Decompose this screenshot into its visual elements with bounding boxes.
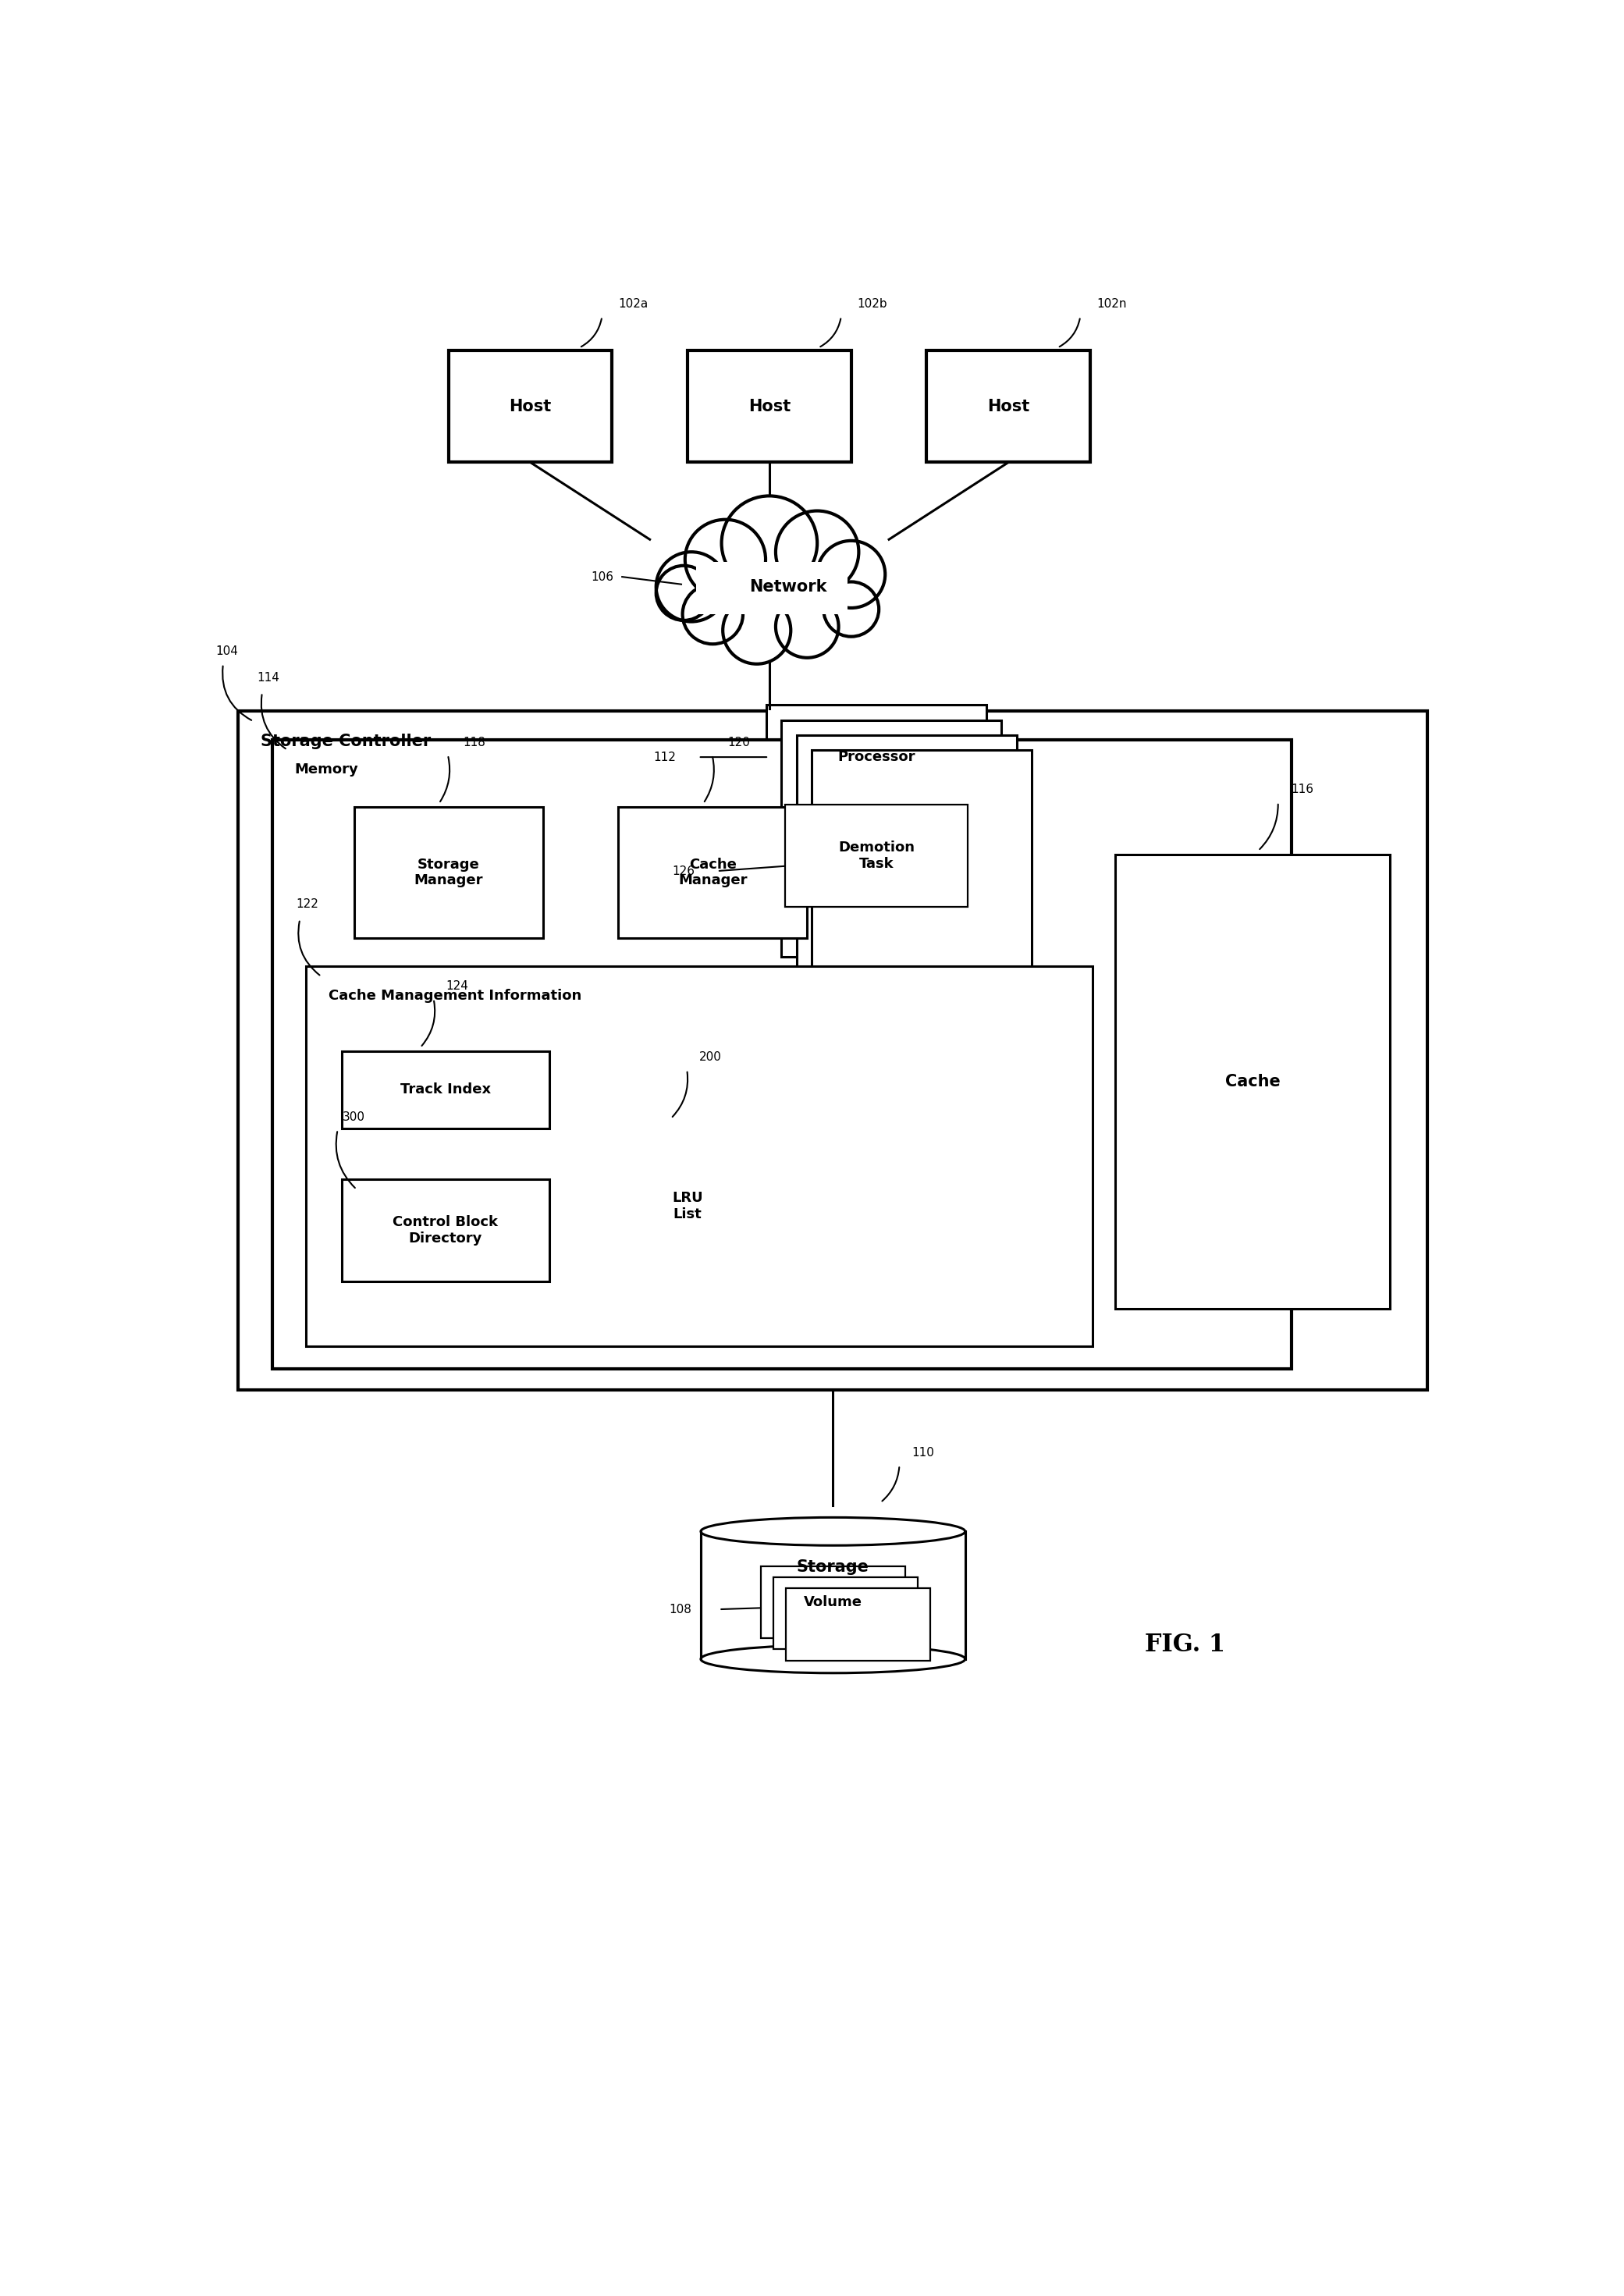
- Circle shape: [723, 597, 791, 664]
- Text: 126: 126: [672, 866, 695, 877]
- FancyBboxPatch shape: [656, 1111, 794, 1279]
- Circle shape: [682, 583, 742, 645]
- Text: 102n: 102n: [1096, 298, 1127, 310]
- Circle shape: [776, 510, 859, 592]
- Text: 102b: 102b: [857, 298, 888, 310]
- Text: 106: 106: [591, 572, 614, 583]
- FancyBboxPatch shape: [239, 712, 1427, 1389]
- FancyBboxPatch shape: [307, 967, 1093, 1345]
- Text: 112: 112: [653, 751, 676, 762]
- Text: Memory: Memory: [296, 762, 359, 776]
- Text: 120: 120: [728, 737, 750, 748]
- Text: Processor: Processor: [838, 751, 916, 765]
- FancyBboxPatch shape: [927, 351, 1090, 461]
- FancyBboxPatch shape: [767, 705, 986, 941]
- Text: Storage: Storage: [797, 1559, 869, 1575]
- FancyBboxPatch shape: [354, 808, 542, 937]
- Text: Host: Host: [987, 400, 1030, 413]
- Ellipse shape: [702, 1518, 965, 1545]
- FancyBboxPatch shape: [786, 1589, 931, 1660]
- Text: 124: 124: [447, 980, 469, 992]
- Text: Volume: Volume: [804, 1596, 862, 1609]
- Circle shape: [823, 581, 879, 636]
- FancyBboxPatch shape: [697, 563, 848, 613]
- Text: 104: 104: [216, 645, 239, 657]
- Text: Host: Host: [749, 400, 791, 413]
- Text: 300: 300: [343, 1111, 365, 1123]
- FancyBboxPatch shape: [448, 351, 612, 461]
- Text: Demotion
Task: Demotion Task: [838, 840, 914, 870]
- Text: Cache: Cache: [1224, 1075, 1280, 1091]
- Ellipse shape: [702, 1644, 965, 1674]
- FancyBboxPatch shape: [619, 808, 807, 937]
- Text: Storage
Manager: Storage Manager: [414, 856, 482, 889]
- Text: 122: 122: [296, 898, 318, 909]
- Text: 116: 116: [1291, 783, 1314, 794]
- Text: Cache Management Information: Cache Management Information: [328, 990, 581, 1003]
- Text: LRU
List: LRU List: [672, 1192, 703, 1221]
- FancyBboxPatch shape: [643, 1114, 783, 1283]
- Circle shape: [656, 565, 711, 620]
- Circle shape: [776, 595, 838, 657]
- Text: 102a: 102a: [619, 298, 648, 310]
- Text: Control Block
Directory: Control Block Directory: [393, 1215, 499, 1247]
- FancyBboxPatch shape: [781, 721, 1002, 957]
- Text: 108: 108: [669, 1603, 692, 1614]
- FancyBboxPatch shape: [341, 1180, 549, 1281]
- Text: Storage Controller: Storage Controller: [261, 735, 432, 748]
- Circle shape: [721, 496, 817, 590]
- Text: Track Index: Track Index: [400, 1084, 490, 1097]
- FancyBboxPatch shape: [273, 739, 1291, 1368]
- FancyBboxPatch shape: [341, 1052, 549, 1127]
- FancyBboxPatch shape: [1116, 854, 1390, 1309]
- Text: FIG. 1: FIG. 1: [1145, 1632, 1224, 1658]
- FancyBboxPatch shape: [632, 1118, 770, 1286]
- FancyBboxPatch shape: [784, 804, 968, 907]
- FancyBboxPatch shape: [702, 1531, 965, 1660]
- Text: 200: 200: [700, 1052, 723, 1063]
- FancyBboxPatch shape: [773, 1577, 918, 1649]
- Circle shape: [656, 551, 726, 622]
- FancyBboxPatch shape: [760, 1566, 905, 1637]
- Text: Cache
Manager: Cache Manager: [679, 856, 747, 889]
- Text: Network: Network: [749, 579, 827, 595]
- Text: 118: 118: [463, 737, 486, 748]
- FancyBboxPatch shape: [619, 1123, 757, 1290]
- Circle shape: [685, 519, 765, 599]
- Circle shape: [817, 542, 885, 608]
- Text: Host: Host: [508, 400, 552, 413]
- FancyBboxPatch shape: [796, 735, 1017, 971]
- Text: 110: 110: [913, 1446, 934, 1458]
- FancyBboxPatch shape: [687, 351, 851, 461]
- FancyBboxPatch shape: [812, 751, 1031, 987]
- Text: 114: 114: [257, 673, 279, 684]
